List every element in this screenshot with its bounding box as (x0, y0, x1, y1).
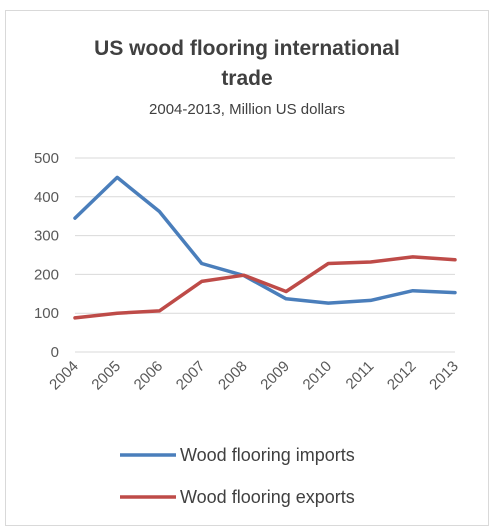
x-tick-label-2013: 2013 (426, 358, 462, 394)
x-tick-label-2012: 2012 (384, 358, 420, 394)
x-tick-label-2004: 2004 (46, 358, 82, 394)
y-tick-label-100: 100 (34, 305, 59, 322)
chart-frame (5, 10, 489, 526)
chart-title-line1: US wood flooring international (94, 37, 400, 60)
x-tick-label-2007: 2007 (173, 358, 209, 394)
y-tick-label-300: 300 (34, 228, 59, 245)
chart-title: US wood flooring international trade (5, 34, 489, 94)
chart-subtitle: 2004-2013, Million US dollars (149, 101, 345, 118)
x-tick-label-2011: 2011 (343, 358, 378, 393)
x-tick-label-2009: 2009 (257, 358, 293, 394)
chart-title-line2: trade (221, 67, 273, 90)
x-tick-label-2008: 2008 (215, 358, 251, 394)
x-tick-label-2010: 2010 (300, 358, 336, 394)
y-tick-label-0: 0 (51, 344, 59, 361)
y-tick-label-500: 500 (34, 150, 59, 167)
legend-label-exports: Wood flooring exports (180, 487, 355, 507)
y-tick-label-400: 400 (34, 189, 59, 206)
y-tick-label-200: 200 (34, 266, 59, 283)
series-line-exports (73, 255, 457, 320)
series-line-imports (73, 175, 457, 305)
x-tick-label-2006: 2006 (131, 358, 167, 394)
x-tick-label-2005: 2005 (88, 358, 124, 394)
legend-label-imports: Wood flooring imports (180, 445, 355, 465)
